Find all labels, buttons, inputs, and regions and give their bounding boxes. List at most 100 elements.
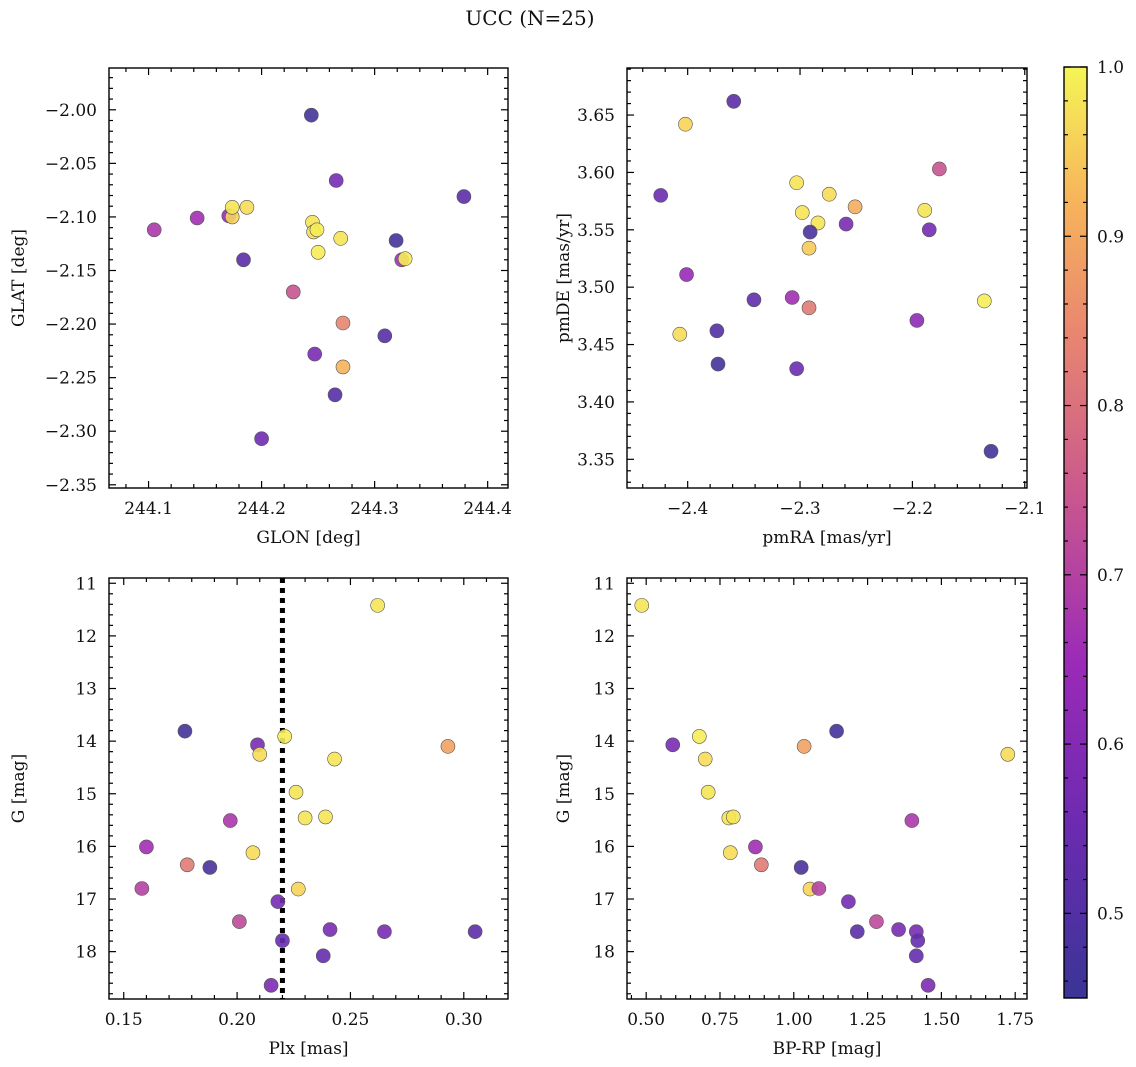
plot-frame (626, 577, 1028, 1000)
data-point (801, 240, 817, 256)
data-point (146, 222, 162, 238)
x-tick-label: 1.00 (775, 1010, 813, 1030)
data-point (869, 914, 884, 929)
y-axis-label: GLAT [deg] (9, 229, 29, 327)
x-tick-label: 1.75 (996, 1010, 1034, 1030)
y-tick-label: 15 (593, 785, 615, 805)
scatter-panels: 244.1 244.2 244.3 244.4 −2.00 −2.05 −2.10 −2.15… (9, 67, 1045, 1059)
x-tick-label: 244.4 (463, 499, 512, 519)
data-point (796, 739, 812, 754)
data-point (177, 723, 193, 739)
data-point (322, 922, 338, 937)
colorbar-frame (1063, 66, 1088, 999)
x-tick-label: 1.25 (849, 1010, 887, 1030)
y-tick-label: −2.10 (45, 208, 97, 228)
y-tick-label: 3.40 (577, 393, 615, 413)
plot-frame (108, 577, 509, 1000)
data-point (397, 251, 413, 267)
data-point (709, 323, 725, 339)
y-tick-label: −2.15 (45, 262, 97, 282)
data-point (784, 290, 800, 305)
data-point (335, 359, 351, 375)
y-tick-label: 3.55 (577, 221, 615, 241)
data-point (288, 784, 304, 800)
data-point (236, 252, 251, 268)
data-point (904, 813, 920, 828)
y-axis-label: G [mag] (554, 754, 574, 823)
y-tick-label: 14 (593, 732, 615, 752)
y-tick-label: 3.65 (577, 106, 615, 126)
data-point (307, 346, 323, 362)
panel-bprp-g: 0.50 0.75 1.00 1.25 1.50 1.75 11 12 13 14 15 16 17 18… (554, 574, 1034, 1059)
data-point (310, 244, 326, 260)
x-tick-label: 0.30 (445, 1010, 483, 1030)
data-point (849, 924, 865, 939)
colorbar-tick-label: 0.8 (1097, 397, 1124, 417)
data-point (665, 737, 681, 753)
y-tick-label: 3.35 (577, 450, 615, 470)
figure-title: UCC (N=25) (465, 6, 595, 30)
y-tick-label: 3.50 (577, 278, 615, 298)
x-tick-label: 0.75 (701, 1010, 739, 1030)
data-point (377, 924, 392, 939)
x-axis-label: GLON [deg] (256, 528, 360, 548)
data-point (920, 978, 936, 993)
y-tick-label: 15 (75, 785, 97, 805)
data-point (811, 881, 827, 896)
x-axis-label: Plx [mas] (268, 1039, 348, 1059)
x-tick-label: −2.4 (667, 499, 708, 519)
data-point (252, 746, 268, 762)
data-point (189, 210, 205, 226)
y-tick-label: 13 (593, 680, 615, 700)
x-tick-label: −2.3 (779, 499, 820, 519)
colorbar-tick-label: 0.5 (1097, 904, 1124, 924)
data-point (983, 443, 999, 459)
data-point (801, 300, 817, 316)
data-point (467, 924, 483, 939)
data-point (700, 784, 716, 800)
y-tick-label: 3.45 (577, 336, 615, 356)
data-point (370, 598, 385, 613)
data-point (789, 361, 804, 376)
x-tick-label: −2.1 (1004, 499, 1045, 519)
colorbar-tick-label: 1.0 (1097, 58, 1124, 78)
plot-frame (626, 67, 1028, 489)
data-point (377, 328, 393, 344)
x-tick-label: 1.50 (922, 1010, 960, 1030)
y-tick-label: 3.60 (577, 163, 615, 183)
data-point (634, 598, 650, 613)
data-point (917, 202, 933, 218)
data-point (245, 845, 261, 861)
y-tick-label: 16 (593, 837, 615, 857)
y-tick-label: 18 (75, 943, 97, 963)
x-tick-label: −2.2 (892, 499, 933, 519)
x-axis-label: pmRA [mas/yr] (762, 528, 891, 548)
colorbar-tick-label: 0.7 (1097, 566, 1124, 586)
data-point (285, 284, 301, 300)
panel-glon-glat: 244.1 244.2 244.3 244.4 −2.00 −2.05 −2.10 −2.15… (9, 67, 512, 548)
data-point (139, 839, 154, 855)
plot-frame (108, 67, 509, 489)
colorbar: 0.5 0.6 0.7 0.8 0.9 1.0 (1063, 58, 1124, 999)
colorbar-tick-label: 0.6 (1097, 735, 1124, 755)
y-tick-label: 11 (593, 574, 615, 594)
data-point (847, 199, 863, 215)
y-tick-label: 17 (593, 890, 615, 910)
x-tick-label: 0.20 (218, 1010, 256, 1030)
data-point (977, 293, 992, 309)
data-point (270, 894, 286, 909)
data-point (327, 751, 342, 767)
data-point (679, 267, 694, 282)
data-point (726, 93, 742, 109)
x-tick-label: 0.50 (627, 1010, 665, 1030)
data-point (754, 857, 769, 873)
y-tick-label: −2.30 (45, 422, 97, 442)
data-point (789, 175, 804, 191)
data-point (327, 387, 343, 403)
data-point (440, 739, 456, 754)
data-point (328, 173, 344, 188)
y-tick-label: 17 (75, 890, 97, 910)
y-tick-label: 18 (593, 943, 615, 963)
data-point (841, 894, 856, 909)
data-point (794, 205, 810, 220)
